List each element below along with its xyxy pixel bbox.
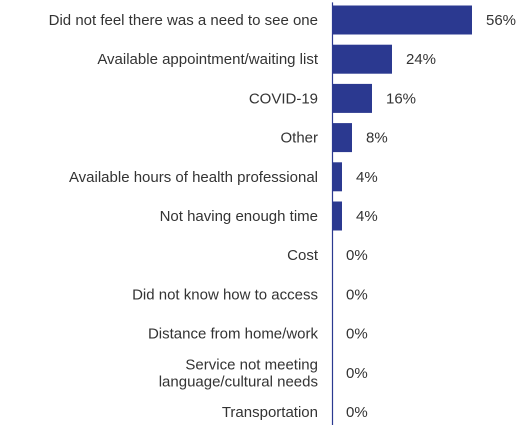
bar xyxy=(332,123,352,153)
value-label: 16% xyxy=(386,90,416,107)
bar xyxy=(332,5,472,35)
category-label: Available appointment/waiting list xyxy=(97,51,319,68)
category-label: Transportation xyxy=(222,404,318,421)
category-label: Did not feel there was a need to see one xyxy=(49,12,318,29)
category-label-line: Service not meeting xyxy=(185,356,318,373)
value-label: 0% xyxy=(346,365,368,382)
value-labels: 56% 24% 16% 8% 4% 4% 0% 0% 0% 0% 0% xyxy=(346,12,516,421)
category-label: Not having enough time xyxy=(160,208,318,225)
value-label: 8% xyxy=(366,130,388,147)
category-label: Distance from home/work xyxy=(148,326,319,343)
category-label-line: Cost xyxy=(287,247,319,264)
category-label: Did not know how to access xyxy=(132,286,318,303)
value-label: 0% xyxy=(346,247,368,264)
category-label: Other xyxy=(280,130,318,147)
value-label: 4% xyxy=(356,169,378,186)
bar xyxy=(332,201,342,231)
category-label: COVID-19 xyxy=(249,90,318,107)
value-label: 4% xyxy=(356,208,378,225)
category-label: Service not meeting language/cultural nee… xyxy=(159,356,318,390)
category-label: Cost xyxy=(287,247,319,264)
category-label: Available hours of health professional xyxy=(69,169,318,186)
category-label-line: Did not feel there was a need to see one xyxy=(49,12,318,29)
category-label-line: Available appointment/waiting list xyxy=(97,51,319,68)
value-label: 0% xyxy=(346,326,368,343)
bars xyxy=(332,5,472,231)
category-label-line: Transportation xyxy=(222,404,318,421)
category-label-line: Other xyxy=(280,130,318,147)
category-label-line: COVID-19 xyxy=(249,90,318,107)
bar xyxy=(332,83,372,113)
value-label: 56% xyxy=(486,12,516,29)
value-label: 0% xyxy=(346,404,368,421)
category-label-line: Distance from home/work xyxy=(148,326,319,343)
value-label: 0% xyxy=(346,286,368,303)
category-label-line: Not having enough time xyxy=(160,208,318,225)
category-label-line: Available hours of health professional xyxy=(69,169,318,186)
value-label: 24% xyxy=(406,51,436,68)
bar xyxy=(332,162,342,192)
bar xyxy=(332,44,392,74)
category-labels: Did not feel there was a need to see one… xyxy=(49,12,319,421)
category-label-line: language/cultural needs xyxy=(159,373,318,390)
category-label-line: Did not know how to access xyxy=(132,286,318,303)
